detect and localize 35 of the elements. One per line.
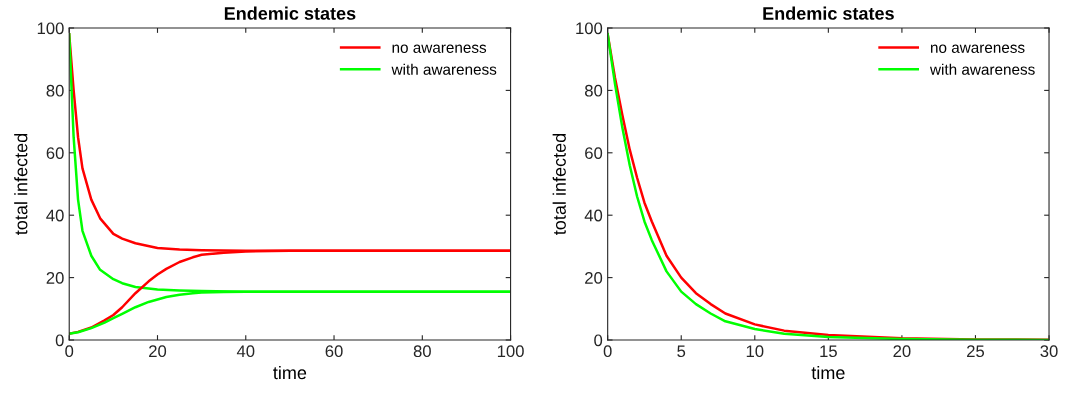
y-tick-label: 0 bbox=[594, 334, 603, 347]
x-tick-label: 0 bbox=[65, 345, 74, 358]
x-tick-label: 15 bbox=[820, 345, 837, 358]
y-tick-label: 20 bbox=[585, 272, 603, 284]
x-tick-label: 40 bbox=[236, 345, 255, 358]
y-tick-label: 100 bbox=[576, 22, 603, 35]
legend-label: no awareness bbox=[931, 44, 1025, 53]
y-axis-title: total infected bbox=[14, 133, 28, 235]
x-tick-label: 0 bbox=[603, 345, 612, 358]
legend-label: with awareness bbox=[929, 63, 1035, 75]
x-tick-label: 20 bbox=[149, 345, 167, 358]
y-tick-label: 40 bbox=[584, 209, 603, 222]
x-tick-label: 80 bbox=[413, 345, 431, 358]
x-axis-title: time bbox=[811, 365, 845, 380]
y-tick-label: 40 bbox=[46, 209, 64, 222]
legend-label: no awareness bbox=[392, 44, 487, 53]
x-tick-label: 10 bbox=[746, 345, 764, 358]
y-tick-label: 80 bbox=[46, 84, 64, 97]
y-tick-label: 60 bbox=[46, 147, 64, 159]
y-tick-label: 60 bbox=[585, 147, 603, 159]
x-tick-label: 5 bbox=[677, 345, 686, 358]
y-axis-title: total infected bbox=[552, 133, 566, 235]
x-tick-label: 30 bbox=[1040, 345, 1058, 358]
y-tick-label: 80 bbox=[585, 84, 603, 97]
chart-title: Endemic states bbox=[763, 6, 894, 20]
chart-title: Endemic states bbox=[224, 6, 356, 20]
y-tick-label: 100 bbox=[37, 22, 64, 35]
x-axis-title: time bbox=[273, 365, 307, 380]
x-tick-label: 20 bbox=[893, 345, 911, 358]
y-tick-label: 20 bbox=[46, 272, 64, 284]
x-tick-label: 100 bbox=[497, 345, 524, 358]
legend-label: with awareness bbox=[391, 63, 497, 75]
x-tick-label: 60 bbox=[325, 345, 343, 358]
y-tick-label: 0 bbox=[55, 334, 64, 347]
x-tick-label: 25 bbox=[967, 345, 985, 358]
